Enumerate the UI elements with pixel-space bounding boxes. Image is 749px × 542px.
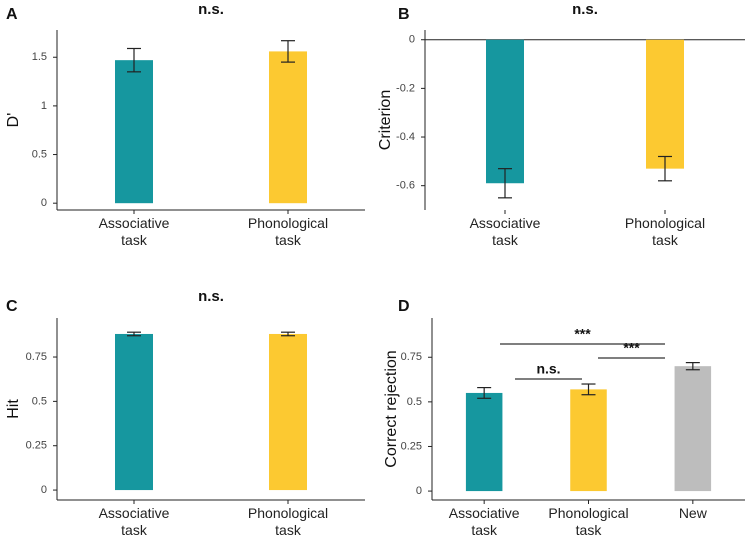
bar [269, 51, 307, 204]
x-tick-label: Phonological task [248, 215, 328, 248]
y-tick-label: 0.5 [32, 395, 47, 407]
y-tick-label: 0.25 [401, 440, 422, 452]
y-tick-label: 0.75 [401, 351, 422, 363]
significance-label: *** [623, 340, 640, 356]
y-tick-label: 0.5 [407, 396, 422, 408]
bar [646, 39, 684, 169]
y-axis-label: Correct rejection [383, 350, 400, 467]
y-tick-label: 0.25 [26, 440, 47, 452]
panel-title: n.s. [198, 288, 224, 305]
x-tick-label: Associative task [449, 505, 520, 538]
error-bar [281, 40, 295, 63]
panel-letter: B [398, 6, 410, 23]
bar [115, 60, 153, 204]
y-tick-label: 0.75 [26, 351, 47, 363]
x-tick-label: Associative task [470, 215, 541, 248]
panel-letter: A [6, 6, 18, 23]
y-tick-label: 0 [41, 484, 47, 496]
error-bar [127, 47, 141, 73]
panel-title: n.s. [572, 1, 598, 18]
error-bar [498, 168, 512, 199]
y-tick-label: 0 [416, 485, 422, 497]
panel-letter: D [398, 298, 410, 315]
significance-label: n.s. [536, 361, 560, 377]
bar [486, 39, 524, 184]
y-tick-label: -0.2 [396, 82, 415, 94]
x-tick-label: Associative task [99, 505, 170, 538]
bar [674, 366, 712, 492]
error-bar [685, 362, 700, 371]
panel-letter: C [6, 298, 18, 315]
y-tick-label: -0.6 [396, 180, 415, 192]
y-tick-label: 0 [409, 34, 415, 46]
error-bar [658, 155, 672, 182]
y-axis-label: D' [5, 113, 22, 128]
error-bar [581, 383, 596, 396]
panel-title: n.s. [198, 1, 224, 18]
error-bar [281, 331, 295, 337]
x-tick-label: Associative task [99, 215, 170, 248]
bar [269, 333, 307, 491]
y-tick-label: 1.5 [32, 51, 47, 63]
bar [465, 392, 503, 492]
significance-label: *** [574, 326, 591, 342]
y-axis-label: Criterion [377, 90, 394, 150]
x-tick-label: Phonological task [625, 215, 705, 248]
x-tick-label: Phonological task [548, 505, 628, 538]
y-tick-label: 0.5 [32, 148, 47, 160]
y-tick-label: 1 [41, 100, 47, 112]
bar [570, 389, 607, 492]
bar [115, 333, 153, 491]
error-bar [477, 386, 492, 399]
y-axis-label: Hit [5, 399, 22, 419]
y-tick-label: 0 [41, 197, 47, 209]
error-bar [127, 331, 141, 337]
x-tick-label: New [679, 505, 708, 521]
x-tick-label: Phonological task [248, 505, 328, 538]
y-tick-label: -0.4 [396, 131, 415, 143]
